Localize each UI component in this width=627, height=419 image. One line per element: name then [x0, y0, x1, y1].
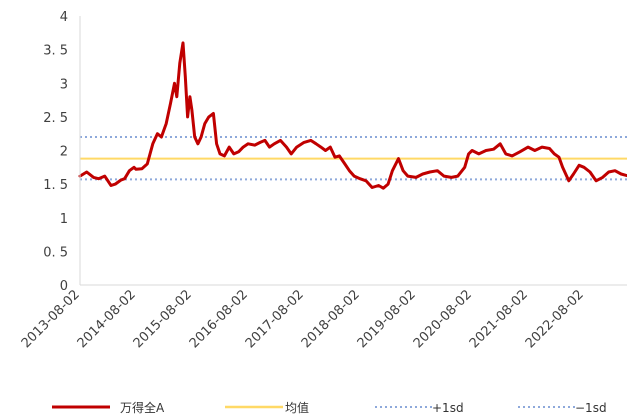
x-tick-label: 2020-08-02 [411, 287, 475, 351]
legend-label-mean: 均值 [285, 400, 309, 415]
y-tick-label: 1 [60, 212, 68, 227]
series-line-wande-all-a [78, 41, 627, 190]
y-tick-label: 0 [60, 279, 68, 294]
x-tick-label: 2016-08-02 [187, 287, 251, 351]
y-tick-labels: 0 0. 5 1 1. 5 2 2. 5 3 3. 5 4 [43, 10, 68, 294]
y-tick-label: 2. 5 [43, 111, 68, 126]
y-tick-label: 4 [60, 10, 68, 25]
x-tick-label: 2022-08-02 [523, 287, 587, 351]
x-tick-label: 2017-08-02 [243, 287, 307, 351]
y-tick-label: 2 [60, 145, 68, 160]
legend-label-plus-sd: +1sd [432, 401, 464, 415]
y-tick-label: 0. 5 [43, 245, 68, 260]
y-tick-label: 3 [60, 77, 68, 92]
x-tick-label: 2015-08-02 [131, 287, 195, 351]
x-tick-label: 2014-08-02 [75, 287, 139, 351]
x-tick-label: 2021-08-02 [467, 287, 531, 351]
x-tick-label: 2013-08-02 [19, 287, 83, 351]
legend: 万得全A 均值 +1sd −1sd [52, 400, 607, 415]
reference-lines [80, 136, 627, 181]
legend-label-minus-sd: −1sd [575, 401, 607, 415]
x-tick-label: 2019-08-02 [355, 287, 419, 351]
x-tick-labels: 2013-08-022014-08-022015-08-022016-08-02… [19, 287, 587, 351]
x-tick-label: 2018-08-02 [299, 287, 363, 351]
y-tick-label: 3. 5 [43, 44, 68, 59]
y-tick-label: 1. 5 [43, 178, 68, 193]
legend-label-series: 万得全A [120, 400, 165, 415]
